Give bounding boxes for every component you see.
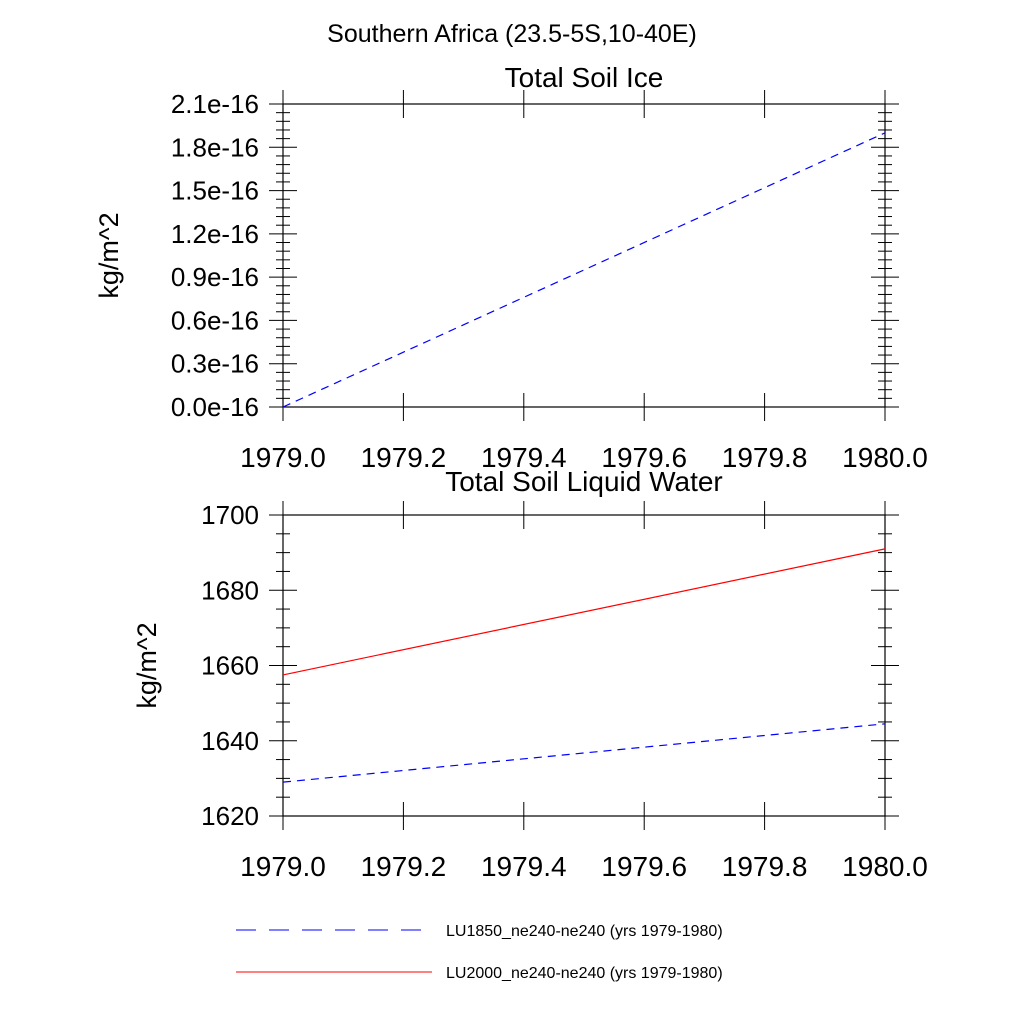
x-tick-label: 1980.0 [842,442,928,473]
y-axis-label: kg/m^2 [94,212,124,298]
y-tick-label: 1620 [201,801,259,831]
x-tick-label: 1979.4 [481,851,567,882]
plot-frame [282,103,886,408]
legend: LU1850_ne240-ne240 (yrs 1979-1980) LU2000… [236,923,723,982]
series-line-lu2000-ne240-ne240-yrs-1979-1980 [282,548,886,676]
x-tick-label: 1979.2 [361,851,447,882]
y-tick-label: 0.9e-16 [171,262,259,292]
y-tick-label: 0.3e-16 [171,349,259,379]
series-line-lu1850-ne240-ne240-yrs-1979-1980 [282,723,886,783]
y-tick-label: 0.0e-16 [171,392,259,422]
x-tick-label: 1979.8 [722,442,808,473]
panel-total-soil-liquid-water: Total Soil Liquid Water kg/m^2 1620 1640 166… [132,466,928,882]
y-tick-label: 1.2e-16 [171,219,259,249]
panel-title: Total Soil Ice [505,62,664,93]
x-tick-label: 1979.4 [481,442,567,473]
x-tick-label: 1979.0 [240,851,326,882]
panel-title: Total Soil Liquid Water [445,466,723,497]
x-tick-label: 1979.2 [361,442,447,473]
x-tick-label: 1979.6 [601,851,687,882]
x-tick-label: 1979.6 [601,442,687,473]
y-tick-label: 1680 [201,575,259,605]
y-tick-label: 1640 [201,726,259,756]
panel-total-soil-ice: Total Soil Ice kg/m^2 0.0e-16 0.3e-16 0.6e-1… [94,62,928,473]
x-tick-label: 1979.8 [722,851,808,882]
legend-label: LU1850_ne240-ne240 (yrs 1979-1980) [446,923,723,940]
y-tick-label: 0.6e-16 [171,305,259,335]
figure-title: Southern Africa (23.5-5S,10-40E) [327,20,697,48]
x-tick-label: 1980.0 [842,851,928,882]
y-tick-label: 1700 [201,500,259,530]
y-tick-label: 1660 [201,651,259,681]
legend-label: LU2000_ne240-ne240 (yrs 1979-1980) [446,965,723,982]
x-tick-label: 1979.0 [240,442,326,473]
series-line-lu1850-ne240-ne240-yrs-1979-1980 [282,132,886,408]
y-tick-label: 1.8e-16 [171,132,259,162]
plot-frame [282,514,886,817]
y-tick-label: 1.5e-16 [171,176,259,206]
y-tick-label: 2.1e-16 [171,89,259,119]
y-axis-label: kg/m^2 [132,622,162,708]
